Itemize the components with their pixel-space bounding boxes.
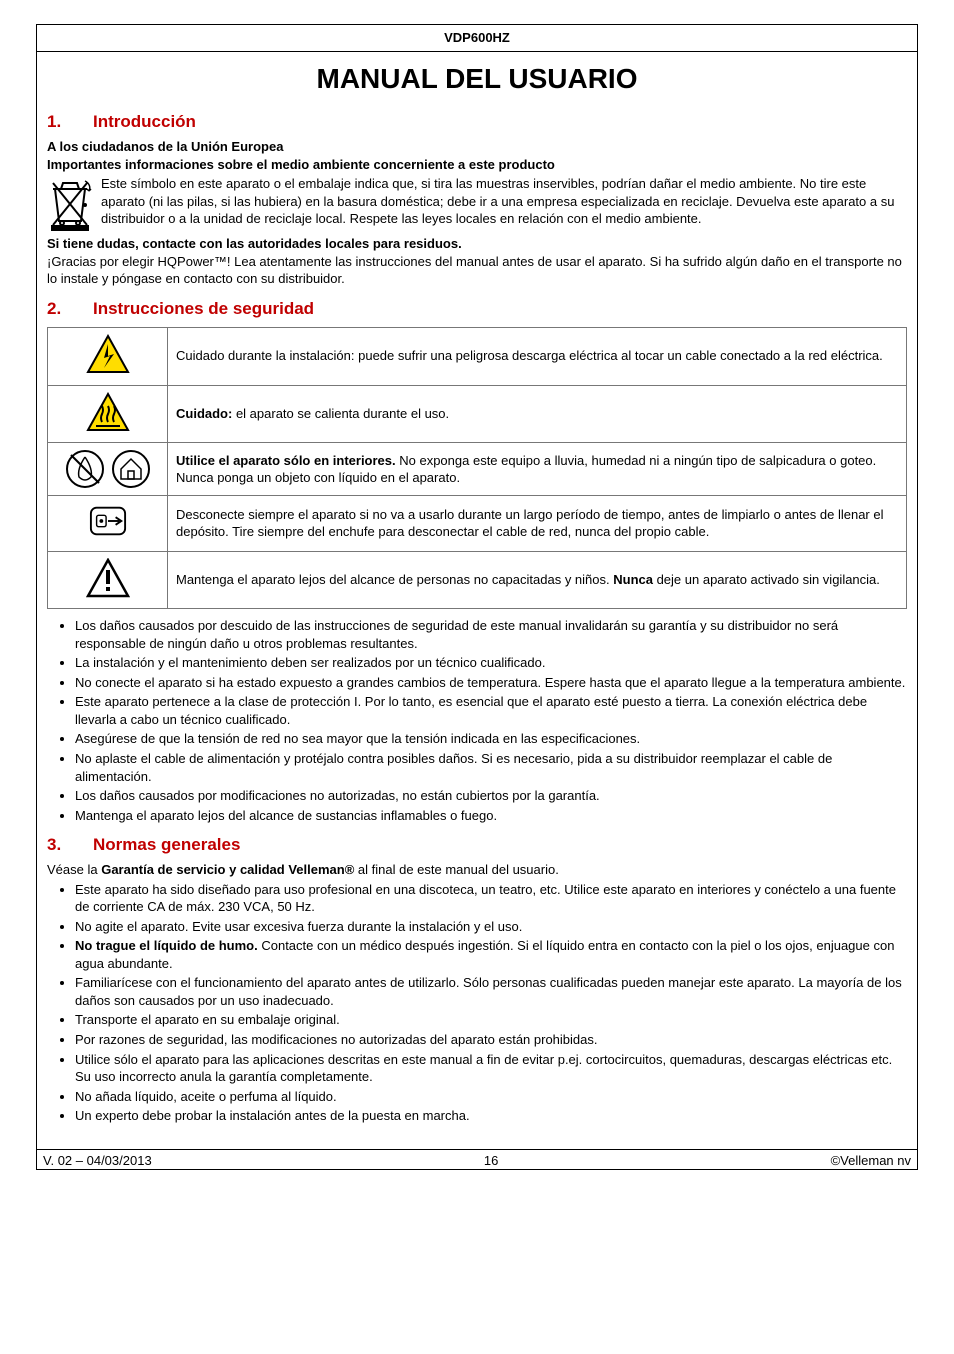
s3-b4: Transporte el aparato en su embalaje ori…: [75, 1012, 340, 1027]
no-water-icon: [65, 449, 105, 489]
page-footer: V. 02 – 04/03/2013 16 ©Velleman nv: [37, 1149, 917, 1170]
list-item: No agite el aparato. Evite usar excesiva…: [75, 918, 907, 936]
table-row: Cuidado durante la instalación: puede su…: [48, 327, 907, 385]
list-item: Familiarícese con el funcionamiento del …: [75, 974, 907, 1009]
list-item: Asegúrese de que la tensión de red no se…: [75, 730, 907, 748]
safety-text-5-pre: Mantenga el aparato lejos del alcance de…: [176, 572, 613, 587]
list-item: Los daños causados por modificaciones no…: [75, 787, 907, 805]
list-item: Por razones de seguridad, las modificaci…: [75, 1031, 907, 1049]
icon-cell-indoor: [48, 443, 168, 496]
safety-table: Cuidado durante la instalación: puede su…: [47, 327, 907, 609]
list-item: Este aparato pertenece a la clase de pro…: [75, 693, 907, 728]
icon-cell-heat: [48, 385, 168, 443]
section-3-title: Normas generales: [93, 835, 240, 854]
s3-intro-pre: Véase la: [47, 862, 101, 877]
weee-text: Este símbolo en este aparato o el embala…: [101, 175, 907, 228]
footer-version: V. 02 – 04/03/2013: [43, 1152, 152, 1170]
section-2-title: Instrucciones de seguridad: [93, 299, 314, 318]
safety-text-3: Utilice el aparato sólo en interiores. N…: [168, 443, 907, 496]
table-row: Mantenga el aparato lejos del alcance de…: [48, 551, 907, 609]
list-item: No trague el líquido de humo. Contacte c…: [75, 937, 907, 972]
s3-b6: Utilice sólo el aparato para las aplicac…: [75, 1052, 892, 1085]
weee-block: Este símbolo en este aparato o el embala…: [47, 175, 907, 233]
manual-title: MANUAL DEL USUARIO: [47, 60, 907, 98]
hot-surface-icon: [86, 392, 130, 432]
list-item: Utilice sólo el aparato para las aplicac…: [75, 1051, 907, 1086]
s3-intro-bold: Garantía de servicio y calidad Velleman®: [101, 862, 354, 877]
safety-text-4: Desconecte siempre el aparato si no va a…: [168, 496, 907, 552]
list-item: Mantenga el aparato lejos del alcance de…: [75, 807, 907, 825]
safety-text-5-content: deje un aparato activado sin vigilancia.: [653, 572, 880, 587]
section-1-body: A los ciudadanos de la Unión Europea Imp…: [47, 138, 907, 288]
safety-text-5: Mantenga el aparato lejos del alcance de…: [168, 551, 907, 609]
s3-b5: Por razones de seguridad, las modificaci…: [75, 1032, 598, 1047]
list-item: No añada líquido, aceite o perfuma al lí…: [75, 1088, 907, 1106]
page-frame: VDP600HZ MANUAL DEL USUARIO 1.Introducci…: [36, 24, 918, 1170]
s3-b7: No añada líquido, aceite o perfuma al lí…: [75, 1089, 337, 1104]
s3-b3: Familiarícese con el funcionamiento del …: [75, 975, 902, 1008]
safety-text-2-content: el aparato se calienta durante el uso.: [232, 406, 449, 421]
s3-b8: Un experto debe probar la instalación an…: [75, 1108, 470, 1123]
thanks-paragraph: ¡Gracias por elegir HQPower™! Lea atenta…: [47, 253, 907, 288]
indoor-use-icon: [111, 449, 151, 489]
safety-text-1-content: Cuidado durante la instalación: puede su…: [176, 348, 883, 363]
safety-text-4-content: Desconecte siempre el aparato si no va a…: [176, 507, 883, 540]
table-row: Cuidado: el aparato se calienta durante …: [48, 385, 907, 443]
section-1-num: 1.: [47, 111, 93, 134]
warning-icon: [86, 558, 130, 598]
icon-cell-warn: [48, 551, 168, 609]
list-item: Los daños causados por descuido de las i…: [75, 617, 907, 652]
table-row: Desconecte siempre el aparato si no va a…: [48, 496, 907, 552]
section-2-num: 2.: [47, 298, 93, 321]
safety-text-3-bold: Utilice el aparato sólo en interiores.: [176, 453, 396, 468]
s3-b0: Este aparato ha sido diseñado para uso p…: [75, 882, 896, 915]
s3-intro-post: al final de este manual del usuario.: [354, 862, 559, 877]
section-3-bullets: Este aparato ha sido diseñado para uso p…: [47, 881, 907, 1125]
env-info-line: Importantes informaciones sobre el medio…: [47, 156, 907, 174]
unplug-icon: [84, 502, 132, 540]
footer-copyright: ©Velleman nv: [831, 1152, 911, 1170]
safety-text-2-bold: Cuidado:: [176, 406, 232, 421]
section-1-title: Introducción: [93, 112, 196, 131]
header-product-code: VDP600HZ: [37, 25, 917, 52]
list-item: No conecte el aparato si ha estado expue…: [75, 674, 907, 692]
list-item: No aplaste el cable de alimentación y pr…: [75, 750, 907, 785]
weee-bin-icon: [47, 175, 93, 233]
section-3-num: 3.: [47, 834, 93, 857]
list-item: Un experto debe probar la instalación an…: [75, 1107, 907, 1125]
s3-b2-bold: No trague el líquido de humo.: [75, 938, 258, 953]
local-auth-line: Si tiene dudas, contacte con las autorid…: [47, 235, 907, 253]
icon-cell-unplug: [48, 496, 168, 552]
section-1-header: 1.Introducción: [47, 111, 907, 134]
footer-page-number: 16: [484, 1152, 498, 1170]
section-3-intro: Véase la Garantía de servicio y calidad …: [47, 861, 907, 879]
section-3-header: 3.Normas generales: [47, 834, 907, 857]
safety-text-5-bold: Nunca: [613, 572, 653, 587]
s3-b1: No agite el aparato. Evite usar excesiva…: [75, 919, 522, 934]
list-item: Este aparato ha sido diseñado para uso p…: [75, 881, 907, 916]
section-2-bullets: Los daños causados por descuido de las i…: [47, 617, 907, 824]
table-row: Utilice el aparato sólo en interiores. N…: [48, 443, 907, 496]
list-item: Transporte el aparato en su embalaje ori…: [75, 1011, 907, 1029]
icon-cell-bolt: [48, 327, 168, 385]
safety-text-1: Cuidado durante la instalación: puede su…: [168, 327, 907, 385]
safety-text-2: Cuidado: el aparato se calienta durante …: [168, 385, 907, 443]
section-2-header: 2.Instrucciones de seguridad: [47, 298, 907, 321]
eu-citizens-line: A los ciudadanos de la Unión Europea: [47, 138, 907, 156]
list-item: La instalación y el mantenimiento deben …: [75, 654, 907, 672]
electric-shock-icon: [86, 334, 130, 374]
